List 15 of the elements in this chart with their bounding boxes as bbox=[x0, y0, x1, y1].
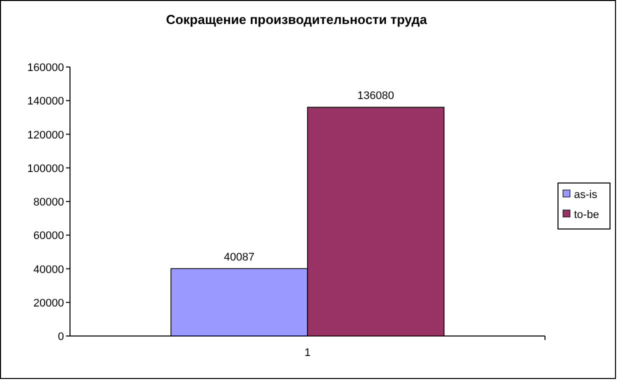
data-label: 40087 bbox=[224, 252, 255, 264]
y-tick-label: 100000 bbox=[27, 162, 64, 175]
y-tick-label: 80000 bbox=[33, 196, 64, 208]
y-tick-label: 160000 bbox=[27, 62, 64, 74]
y-tick-label: 0 bbox=[58, 331, 64, 343]
legend-label: to-be bbox=[574, 209, 600, 221]
y-tick-label: 140000 bbox=[27, 96, 64, 108]
chart-title: Сокращение производительности труда bbox=[166, 12, 428, 27]
y-tick-label: 40000 bbox=[33, 264, 64, 276]
y-tick-label: 120000 bbox=[27, 129, 64, 142]
legend-label: as-is bbox=[574, 189, 598, 201]
x-tick-label: 1 bbox=[304, 347, 311, 359]
data-label: 136080 bbox=[357, 90, 394, 102]
y-tick-label: 60000 bbox=[33, 230, 64, 242]
y-tick-label: 20000 bbox=[33, 297, 64, 310]
